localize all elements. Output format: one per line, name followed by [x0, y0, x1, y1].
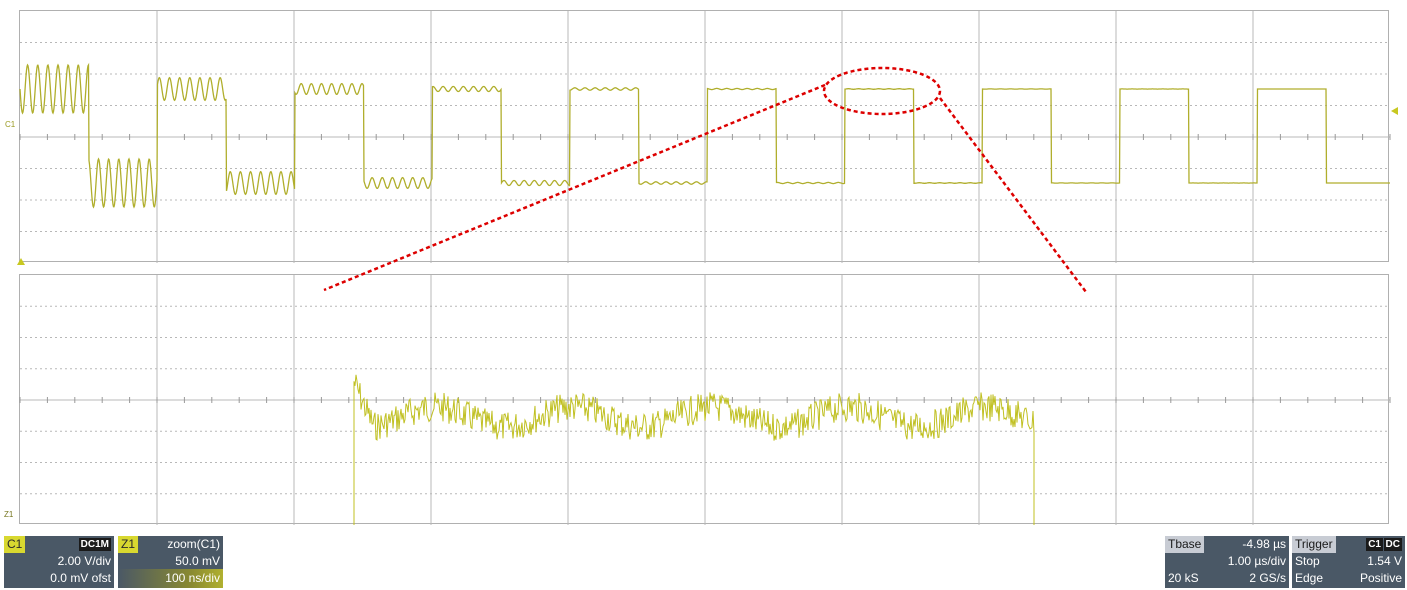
coupling-badge: DC1M [78, 538, 111, 551]
zoom-z1-trace [353, 374, 1035, 525]
zoom-tag: Z1 [118, 536, 139, 553]
zoom-z1-descriptor[interactable]: Z1 zoom(C1) 50.0 mV 100 ns/div [118, 536, 223, 588]
timebase-scale: 1.00 µs/div [1227, 554, 1286, 568]
trigger-descriptor[interactable]: Trigger C1 DC Stop 1.54 V Edge Positive [1292, 536, 1405, 588]
trigger-source-badge: C1 [1366, 538, 1383, 551]
sample-count: 20 kS [1168, 571, 1199, 585]
timebase-delay: -4.98 µs [1242, 537, 1286, 551]
timebase-label: Tbase [1165, 536, 1205, 553]
trigger-coupling-badge: DC [1383, 538, 1402, 551]
vertical-offset: 0.0 mV ofst [50, 571, 111, 585]
zoom-trace-svg [19, 275, 1391, 525]
trigger-position-arrow-icon[interactable] [17, 258, 25, 265]
channel-c1-descriptor[interactable]: C1 DC1M 2.00 V/div 0.0 mV ofst [4, 536, 114, 588]
zoom-ground-marker: Z1 [4, 510, 14, 519]
vertical-scale: 2.00 V/div [57, 554, 111, 568]
upper-waveform-grid[interactable] [19, 10, 1391, 263]
channel-ground-marker: C1 [5, 120, 16, 129]
trigger-type: Edge [1295, 571, 1324, 585]
zoom-source: zoom(C1) [167, 537, 220, 551]
grid-lines [19, 11, 1391, 263]
zoom-vertical-scale: 50.0 mV [175, 554, 220, 568]
sample-rate: 2 GS/s [1249, 571, 1286, 585]
timebase-descriptor[interactable]: Tbase -4.98 µs 1.00 µs/div 20 kS 2 GS/s [1165, 536, 1289, 588]
trigger-level-arrow-icon[interactable] [1391, 107, 1398, 115]
trigger-slope: Positive [1359, 571, 1402, 585]
zoom-waveform-grid[interactable] [19, 274, 1391, 525]
channel-tag: C1 [4, 536, 26, 553]
grid-lines [19, 275, 1391, 525]
trigger-level: 1.54 V [1367, 554, 1402, 568]
trigger-mode: Stop [1295, 554, 1320, 568]
upper-trace-svg [19, 11, 1391, 263]
trigger-label: Trigger [1292, 536, 1336, 553]
zoom-gradient-strip [118, 569, 223, 588]
zoom-timescale: 100 ns/div [165, 571, 220, 585]
